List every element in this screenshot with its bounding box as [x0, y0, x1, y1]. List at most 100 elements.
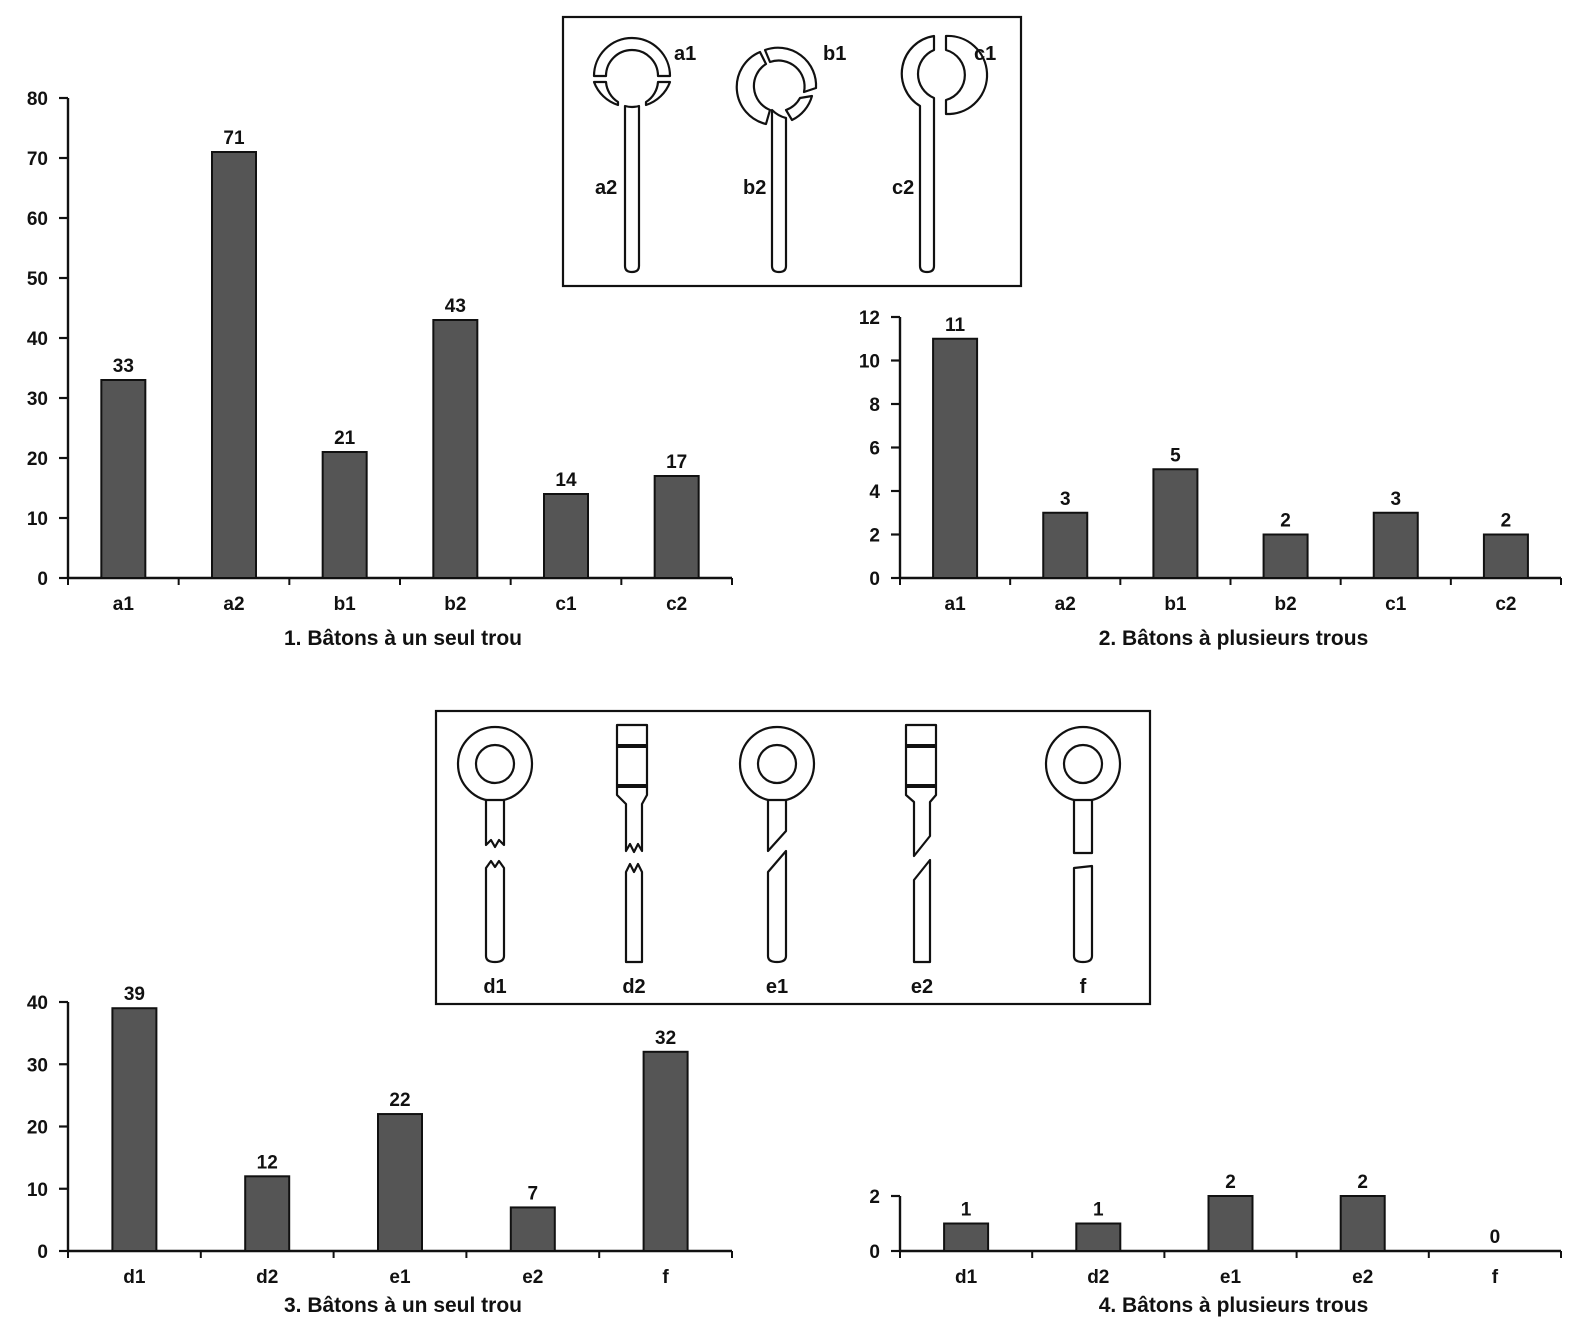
- legend-label-f: f: [1080, 976, 1087, 998]
- baton-a-icon: a1 a2: [592, 36, 696, 274]
- data-label-e2: 2: [1357, 1172, 1368, 1193]
- x-tick-label-c2: c2: [1495, 594, 1516, 615]
- legend-label-d2: d2: [622, 976, 645, 998]
- x-tick-label-c1: c1: [555, 594, 577, 615]
- baton-d2-icon: d2: [615, 723, 649, 998]
- data-label-c1: 3: [1390, 489, 1401, 510]
- legend-label-a1: a1: [674, 43, 696, 65]
- y-tick-label: 60: [27, 209, 48, 230]
- x-tick-label-a2: a2: [223, 594, 244, 615]
- bar-a2: [211, 151, 257, 579]
- data-label-a2: 3: [1060, 489, 1071, 510]
- bar-c1: [1372, 511, 1419, 579]
- legend-label-a2: a2: [595, 177, 617, 199]
- data-label-e1: 22: [389, 1090, 410, 1111]
- x-tick-label-f: f: [1492, 1267, 1499, 1288]
- y-tick-label: 4: [869, 482, 880, 503]
- legend-box-top: a1 a2 b1 b2 c1 c2: [561, 15, 1023, 288]
- x-tick-label-c1: c1: [1385, 594, 1407, 615]
- x-tick-label-b2: b2: [1274, 594, 1296, 615]
- y-tick-label: 10: [859, 352, 880, 373]
- legend-label-c1: c1: [974, 43, 996, 65]
- bar-c1: [543, 493, 589, 579]
- y-tick-label: 30: [27, 389, 48, 410]
- bar-a1: [932, 337, 979, 579]
- x-tick-label-e1: e1: [1220, 1267, 1242, 1288]
- y-tick-label: 2: [869, 1187, 880, 1208]
- data-label-d2: 12: [257, 1152, 278, 1173]
- legend-label-b1: b1: [823, 43, 846, 65]
- y-tick-label: 30: [27, 1055, 48, 1076]
- bar-d2: [1075, 1222, 1122, 1252]
- data-label-c2: 17: [666, 452, 687, 473]
- data-label-a2: 71: [223, 128, 245, 149]
- bar-b2: [1262, 533, 1309, 579]
- bar-d2: [244, 1175, 291, 1253]
- data-label-a1: 11: [945, 315, 966, 336]
- data-label-b2: 2: [1280, 511, 1291, 532]
- baton-f-icon: f: [1044, 725, 1122, 998]
- x-tick-label-b2: b2: [444, 594, 466, 615]
- legend-label-c2: c2: [892, 177, 914, 199]
- y-tick-label: 20: [27, 1118, 48, 1139]
- x-tick-label-f: f: [662, 1267, 669, 1288]
- legend-label-e2: e2: [911, 976, 933, 998]
- y-tick-label: 10: [27, 509, 48, 530]
- legend-label-d1: d1: [483, 976, 506, 998]
- bar-a1: [100, 379, 147, 579]
- bar-e2: [1339, 1195, 1386, 1252]
- data-label-f: 0: [1490, 1227, 1501, 1248]
- data-label-c1: 14: [555, 470, 577, 491]
- x-tick-label-d2: d2: [1087, 1267, 1109, 1288]
- legend-label-b2: b2: [743, 177, 766, 199]
- bar-c2: [1482, 533, 1529, 579]
- y-tick-label: 80: [27, 89, 48, 110]
- baton-b-icon: b1 b2: [735, 43, 846, 274]
- baton-e2-icon: e2: [904, 723, 938, 998]
- data-label-d2: 1: [1093, 1200, 1104, 1221]
- data-label-a1: 33: [113, 356, 134, 377]
- y-tick-label: 12: [859, 308, 880, 329]
- chart-1: 0 10 20 30 40 50 60 70 80 33 a1 71 a2 21 b1 43 b2 14 c1 17 c…: [27, 89, 733, 650]
- legend-label-e1: e1: [766, 976, 788, 998]
- chart-title: 2. Bâtons à plusieurs trous: [1099, 627, 1369, 650]
- y-tick-label: 40: [27, 329, 48, 350]
- x-tick-label-c2: c2: [666, 594, 687, 615]
- x-tick-label-e2: e2: [1352, 1267, 1373, 1288]
- x-tick-label-b1: b1: [334, 594, 357, 615]
- y-tick-label: 8: [869, 395, 880, 416]
- bar-b1: [1152, 468, 1199, 579]
- data-label-b2: 43: [445, 296, 466, 317]
- x-tick-label-d2: d2: [256, 1267, 278, 1288]
- bar-d1: [943, 1222, 990, 1252]
- bar-f: [642, 1050, 689, 1253]
- x-tick-label-e1: e1: [389, 1267, 411, 1288]
- data-label-f: 32: [655, 1028, 676, 1049]
- chart-title: 3. Bâtons à un seul trou: [284, 1294, 522, 1317]
- data-label-b1: 21: [334, 428, 356, 449]
- baton-e1-icon: e1: [738, 725, 816, 998]
- x-tick-label-d1: d1: [955, 1267, 978, 1288]
- chart-4: 0 2 1 d1 1 d2 2 e1 2 e2 0 f 4. Bâtons à plusieurs tr…: [869, 1172, 1562, 1317]
- x-tick-label-d1: d1: [123, 1267, 146, 1288]
- bar-a2: [1042, 511, 1089, 579]
- chart-title: 4. Bâtons à plusieurs trous: [1099, 1294, 1369, 1317]
- chart-3: 0 10 20 30 40 39 d1 12 d2 22 e1 7 e2 32 f 3. Bâtons à u…: [27, 984, 733, 1317]
- data-label-b1: 5: [1170, 445, 1181, 466]
- bar-e2: [509, 1206, 556, 1253]
- chart-title: 1. Bâtons à un seul trou: [284, 627, 522, 650]
- chart-2: 0 2 4 6 8 10 12 11 a1 3 a2 5 b1 2 b2 3 c1 2 c2 2. Bâtons à …: [859, 308, 1562, 650]
- bar-e1: [377, 1113, 423, 1253]
- y-tick-label: 50: [27, 269, 48, 290]
- bar-d1: [111, 1007, 158, 1252]
- bar-c2: [653, 475, 700, 579]
- y-tick-label: 0: [37, 1242, 48, 1263]
- x-tick-label-e2: e2: [522, 1267, 543, 1288]
- x-tick-label-a1: a1: [945, 594, 967, 615]
- y-tick-label: 0: [869, 1242, 880, 1263]
- x-tick-label-a1: a1: [113, 594, 135, 615]
- charts-layer: 0102030405060708033a171a221b143b214c117c…: [27, 89, 1562, 1317]
- data-label-e1: 2: [1225, 1172, 1236, 1193]
- x-tick-label-a2: a2: [1055, 594, 1076, 615]
